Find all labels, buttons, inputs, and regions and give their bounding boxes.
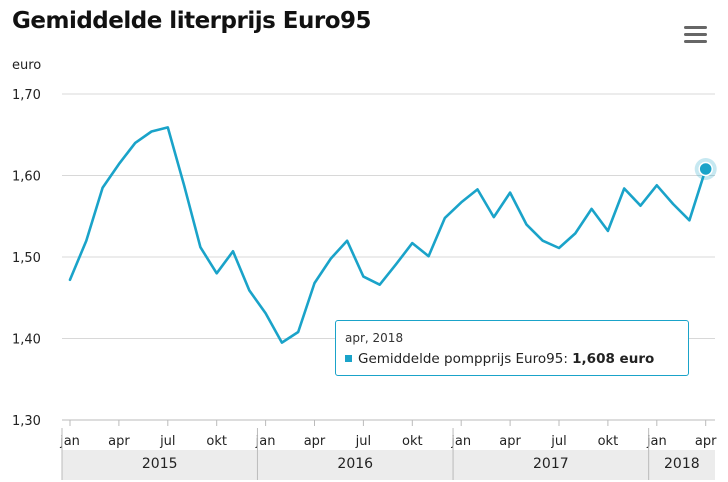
- x-tick-label: apr: [108, 434, 130, 449]
- tooltip-series-name: Gemiddelde pompprijs Euro95: [358, 351, 564, 367]
- tooltip-date: apr, 2018: [345, 331, 404, 345]
- tooltip-series-marker: [345, 355, 352, 362]
- year-band: [62, 450, 258, 480]
- year-band: [257, 450, 454, 480]
- x-tick-label: jul: [550, 434, 566, 449]
- x-tick-label: jul: [355, 434, 371, 449]
- y-tick-label: 1,50: [12, 251, 41, 266]
- y-tick-label: 1,40: [12, 333, 41, 348]
- year-band: [648, 450, 715, 480]
- x-tick-label: jan: [646, 434, 667, 449]
- x-tick-label: jan: [255, 434, 276, 449]
- x-tick-label: jan: [450, 434, 471, 449]
- year-label: 2017: [533, 456, 569, 472]
- tooltip-row: Gemiddelde pompprijs Euro95: 1,608 euro: [345, 351, 678, 367]
- tooltip: apr, 2018 Gemiddelde pompprijs Euro95: 1…: [335, 320, 689, 376]
- x-tick-label: jul: [159, 434, 175, 449]
- y-tick-label: 1,60: [12, 170, 41, 185]
- year-band: [453, 450, 649, 480]
- x-tick-label: jan: [59, 434, 80, 449]
- x-tick-label: okt: [598, 434, 619, 449]
- year-label: 2018: [664, 456, 700, 472]
- x-tick-label: okt: [206, 434, 227, 449]
- year-label: 2015: [142, 456, 178, 472]
- y-tick-label: 1,70: [12, 88, 41, 103]
- x-tick-label: okt: [402, 434, 423, 449]
- hamburger-menu-icon[interactable]: [684, 26, 707, 44]
- series-line: [68, 126, 708, 344]
- x-tick-label: apr: [304, 434, 326, 449]
- chart-title: Gemiddelde literprijs Euro95: [12, 8, 372, 34]
- data-point-highlight: [698, 161, 713, 177]
- x-tick-label: apr: [499, 434, 521, 449]
- y-axis-label: euro: [12, 58, 41, 73]
- tooltip-value: 1,608 euro: [572, 351, 655, 367]
- y-tick-label: 1,30: [12, 414, 41, 429]
- x-tick-label: apr: [695, 434, 717, 449]
- year-label: 2016: [337, 456, 373, 472]
